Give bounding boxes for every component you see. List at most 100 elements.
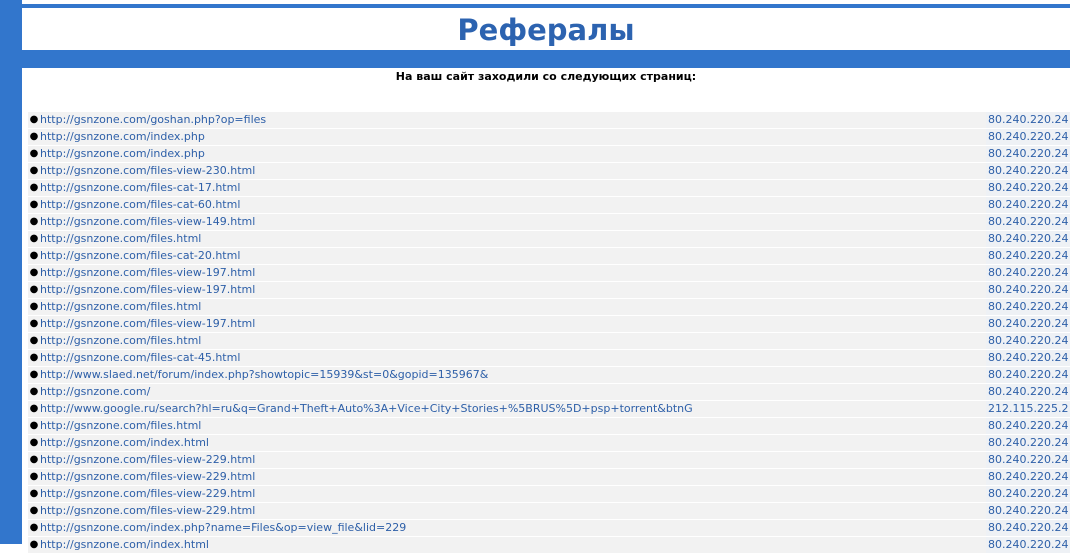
referrer-link[interactable]: http://gsnzone.com/files-cat-60.html (40, 198, 241, 211)
referrer-link[interactable]: http://gsnzone.com/files-view-229.html (40, 487, 256, 500)
ip-cell: 80.240.220.24 (986, 299, 1070, 315)
referrer-cell: ● http://gsnzone.com/files-cat-20.html (28, 248, 986, 264)
left-sidebar-bar (0, 0, 22, 544)
ip-link[interactable]: 80.240.220.24 (988, 215, 1069, 228)
referrer-link[interactable]: http://gsnzone.com/index.html (40, 538, 209, 551)
referrer-link[interactable]: http://gsnzone.com/files-cat-17.html (40, 181, 241, 194)
referrer-cell: ● http://gsnzone.com/goshan.php?op=files (28, 112, 986, 128)
bullet-icon: ● (29, 420, 39, 431)
referrer-link[interactable]: http://gsnzone.com/files-view-229.html (40, 470, 256, 483)
ip-link[interactable]: 80.240.220.24 (988, 521, 1069, 534)
bullet-icon: ● (29, 250, 39, 261)
referrer-link[interactable]: http://gsnzone.com/files-view-197.html (40, 283, 256, 296)
ip-link[interactable]: 80.240.220.24 (988, 198, 1069, 211)
ip-link[interactable]: 80.240.220.24 (988, 487, 1069, 500)
referrer-link[interactable]: http://gsnzone.com/files.html (40, 232, 202, 245)
bullet-icon: ● (29, 165, 39, 176)
ip-cell: 80.240.220.24 (986, 384, 1070, 400)
ip-link[interactable]: 80.240.220.24 (988, 300, 1069, 313)
ip-link[interactable]: 80.240.220.24 (988, 249, 1069, 262)
referrer-cell: ● http://gsnzone.com/ (28, 384, 986, 400)
referrer-link[interactable]: http://gsnzone.com/ (40, 385, 151, 398)
ip-cell: 80.240.220.24 (986, 350, 1070, 366)
ip-link[interactable]: 80.240.220.24 (988, 385, 1069, 398)
referrer-row: ● http://www.slaed.net/forum/index.php?sh… (28, 367, 1070, 383)
top-divider (22, 4, 1070, 8)
ip-link[interactable]: 80.240.220.24 (988, 436, 1069, 449)
referrer-cell: ● http://www.google.ru/search?hl=ru&q=Gra… (28, 401, 986, 417)
ip-link[interactable]: 80.240.220.24 (988, 317, 1069, 330)
referrer-link[interactable]: http://gsnzone.com/files-view-229.html (40, 504, 256, 517)
ip-cell: 212.115.225.2 (986, 401, 1070, 417)
referrer-link[interactable]: http://gsnzone.com/files-view-230.html (40, 164, 256, 177)
ip-link[interactable]: 80.240.220.24 (988, 453, 1069, 466)
referrer-link[interactable]: http://gsnzone.com/files.html (40, 334, 202, 347)
referrer-link[interactable]: http://gsnzone.com/files-cat-45.html (40, 351, 241, 364)
ip-link[interactable]: 80.240.220.24 (988, 113, 1069, 126)
referrer-link[interactable]: http://gsnzone.com/index.php (40, 147, 205, 160)
referrer-row: ● http://gsnzone.com/files-view-149.html 8… (28, 214, 1070, 230)
ip-link[interactable]: 80.240.220.24 (988, 419, 1069, 432)
ip-link[interactable]: 80.240.220.24 (988, 351, 1069, 364)
ip-cell: 80.240.220.24 (986, 367, 1070, 383)
ip-cell: 80.240.220.24 (986, 197, 1070, 213)
bullet-icon: ● (29, 216, 39, 227)
bullet-icon: ● (29, 488, 39, 499)
referrer-row: ● http://gsnzone.com/80.240.220.24 (28, 384, 1070, 400)
ip-cell: 80.240.220.24 (986, 418, 1070, 434)
referrer-link[interactable]: http://gsnzone.com/files.html (40, 300, 202, 313)
referrer-row: ● http://gsnzone.com/files-view-197.html 8… (28, 316, 1070, 332)
referrer-link[interactable]: http://gsnzone.com/index.php (40, 130, 205, 143)
referrer-row: ● http://gsnzone.com/files-view-229.html 8… (28, 503, 1070, 519)
ip-link[interactable]: 80.240.220.24 (988, 368, 1069, 381)
ip-link[interactable]: 80.240.220.24 (988, 266, 1069, 279)
ip-link[interactable]: 80.240.220.24 (988, 470, 1069, 483)
ip-cell: 80.240.220.24 (986, 282, 1070, 298)
referrer-link[interactable]: http://gsnzone.com/files-view-149.html (40, 215, 256, 228)
referrer-link[interactable]: http://gsnzone.com/index.html (40, 436, 209, 449)
page-subtitle: На ваш сайт заходили со следующих страни… (395, 70, 697, 83)
referrer-link[interactable]: http://gsnzone.com/files.html (40, 419, 202, 432)
ip-cell: 80.240.220.24 (986, 486, 1070, 502)
referrer-link[interactable]: http://gsnzone.com/files-view-229.html (40, 453, 256, 466)
referrer-row: ● http://gsnzone.com/files.html 80.240.220… (28, 299, 1070, 315)
bullet-icon: ● (29, 267, 39, 278)
ip-link[interactable]: 80.240.220.24 (988, 147, 1069, 160)
ip-link[interactable]: 80.240.220.24 (988, 164, 1069, 177)
ip-cell: 80.240.220.24 (986, 435, 1070, 451)
bullet-icon: ● (29, 369, 39, 380)
ip-link[interactable]: 80.240.220.24 (988, 283, 1069, 296)
referrer-cell: ● http://gsnzone.com/files-view-230.html (28, 163, 986, 179)
bullet-icon: ● (29, 199, 39, 210)
bullet-icon: ● (29, 114, 39, 125)
referrer-row: ● http://gsnzone.com/files-cat-60.html 80.… (28, 197, 1070, 213)
referrer-link[interactable]: http://gsnzone.com/goshan.php?op=files (40, 113, 267, 126)
referrer-row: ● http://gsnzone.com/index.html 80.240.220… (28, 537, 1070, 553)
bullet-icon: ● (29, 318, 39, 329)
referrer-cell: ● http://gsnzone.com/files.html (28, 333, 986, 349)
ip-link[interactable]: 80.240.220.24 (988, 504, 1069, 517)
bullet-icon: ● (29, 454, 39, 465)
referrer-cell: ● http://www.slaed.net/forum/index.php?sh… (28, 367, 986, 383)
referrer-link[interactable]: http://www.google.ru/search?hl=ru&q=Gran… (40, 402, 693, 415)
bullet-icon: ● (29, 148, 39, 159)
referrer-cell: ● http://gsnzone.com/files-view-197.html (28, 282, 986, 298)
referrer-link[interactable]: http://gsnzone.com/index.php?name=Files&… (40, 521, 407, 534)
bullet-icon: ● (29, 522, 39, 533)
referrer-row: ● http://gsnzone.com/files-cat-17.html 80.… (28, 180, 1070, 196)
ip-cell: 80.240.220.24 (986, 163, 1070, 179)
referrer-link[interactable]: http://gsnzone.com/files-view-197.html (40, 266, 256, 279)
ip-link[interactable]: 80.240.220.24 (988, 232, 1069, 245)
ip-link[interactable]: 80.240.220.24 (988, 334, 1069, 347)
referrer-cell: ● http://gsnzone.com/files-view-229.html (28, 452, 986, 468)
ip-cell: 80.240.220.24 (986, 316, 1070, 332)
ip-link[interactable]: 80.240.220.24 (988, 130, 1069, 143)
ip-cell: 80.240.220.24 (986, 248, 1070, 264)
ip-link[interactable]: 212.115.225.2 (988, 402, 1069, 415)
referrer-link[interactable]: http://gsnzone.com/files-view-197.html (40, 317, 256, 330)
ip-link[interactable]: 80.240.220.24 (988, 538, 1069, 551)
referrer-link[interactable]: http://gsnzone.com/files-cat-20.html (40, 249, 241, 262)
referrer-link[interactable]: http://www.slaed.net/forum/index.php?sho… (40, 368, 489, 381)
ip-link[interactable]: 80.240.220.24 (988, 181, 1069, 194)
referrer-cell: ● http://gsnzone.com/files.html (28, 299, 986, 315)
